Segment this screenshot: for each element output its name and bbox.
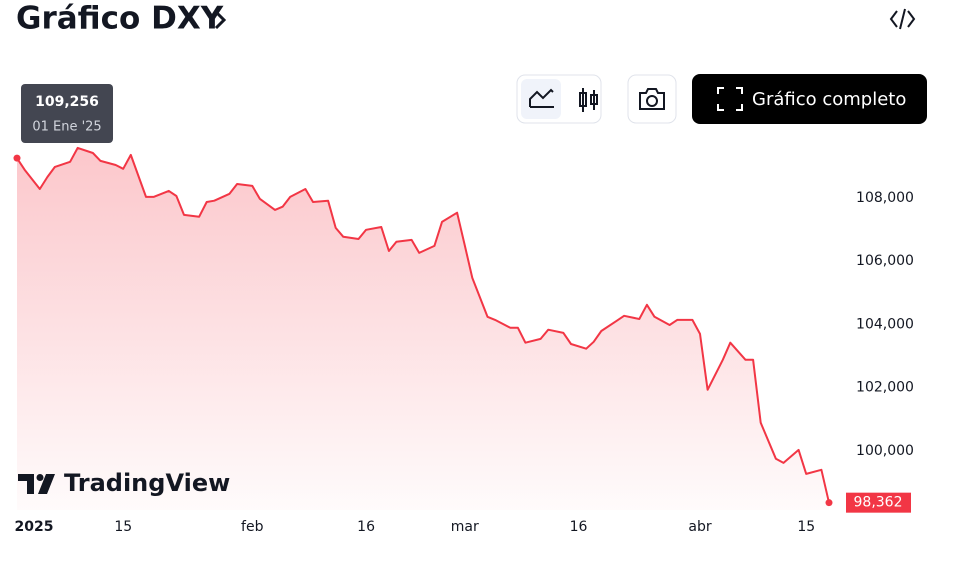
logo-text: TradingView (64, 469, 230, 497)
embed-icon[interactable] (889, 8, 916, 30)
y-tick-label: 106,000 (856, 253, 914, 269)
x-tick-label: 16 (357, 519, 375, 535)
y-tick-label: 108,000 (856, 190, 914, 206)
x-tick-label: 15 (797, 519, 815, 535)
last-value-label: 98,362 (854, 495, 903, 511)
line (16, 146, 830, 503)
tooltip-date: 01 Ene '25 (32, 120, 101, 135)
line-style-icon (529, 88, 554, 108)
x-tick-label: mar (451, 519, 479, 535)
x-tick-label: feb (241, 519, 264, 535)
x-tick-label: 2025 (15, 519, 54, 535)
candle-style-button[interactable] (579, 88, 598, 112)
x-tick-label: 16 (570, 519, 588, 535)
plot: 100,000 102,000 104,000 106,000 108,000 2025 1… (13, 146, 914, 535)
y-tick-label: 102,000 (856, 380, 914, 396)
y-tick-label: 100,000 (856, 443, 914, 459)
y-tick-label: 104,000 (856, 316, 914, 332)
camera-icon (639, 88, 665, 110)
title-chevron[interactable] (214, 10, 227, 30)
full-chart-label[interactable]: Gráfico completo (752, 89, 906, 110)
tradingview-logo[interactable]: TradingView (18, 469, 230, 497)
x-tick-label: 15 (114, 519, 132, 535)
fullscreen-icon (717, 87, 743, 111)
area (17, 147, 829, 510)
chart-title[interactable]: Gráfico DXY (16, 1, 224, 37)
last-value-badge (846, 492, 911, 513)
snapshot-button[interactable] (627, 74, 677, 124)
tooltip-box (21, 84, 113, 143)
tooltip-value: 109,256 (35, 94, 99, 110)
line-style-button[interactable] (521, 79, 561, 119)
end-dot (825, 499, 833, 507)
x-tick-label: abr (688, 519, 711, 535)
full-chart-button[interactable] (692, 74, 927, 124)
start-dot (13, 154, 21, 162)
